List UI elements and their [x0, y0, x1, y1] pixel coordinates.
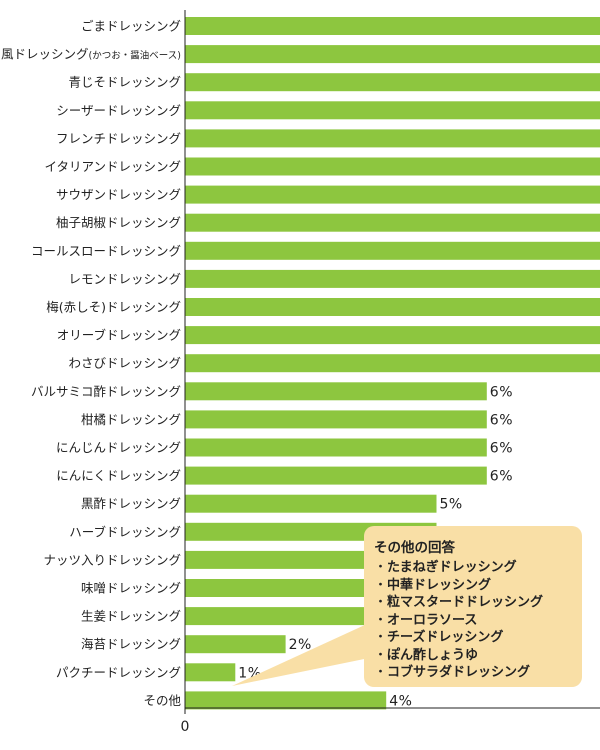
category-label: 海苔ドレッシング	[81, 637, 181, 652]
category-label: その他	[143, 693, 181, 708]
bar	[185, 466, 487, 485]
category-label: コールスロードレッシング	[31, 243, 181, 258]
bar	[185, 213, 600, 232]
bar	[185, 298, 600, 316]
category-label: ナッツ入りドレッシング	[43, 552, 181, 567]
category-label: 生姜ドレッシング	[81, 609, 181, 624]
value-label: 6%	[490, 469, 513, 485]
callout-item: たまねぎドレッシング	[374, 559, 572, 577]
bar	[185, 185, 600, 204]
bar	[185, 579, 387, 597]
other-answers-callout: その他の回答 たまねぎドレッシング 中華ドレッシング 粒マスタードドレッシング …	[364, 526, 582, 687]
callout-item: 中華ドレッシング	[374, 577, 572, 595]
bar	[185, 45, 600, 64]
category-label: レモンドレッシング	[68, 271, 181, 286]
bar	[185, 354, 600, 373]
callout-item: コブサラダドレッシング	[374, 664, 572, 682]
bar	[185, 438, 487, 457]
value-label: 6%	[490, 384, 513, 400]
bar	[185, 326, 600, 345]
bar	[185, 382, 487, 401]
bar	[185, 494, 437, 513]
value-label: 6%	[490, 441, 513, 457]
x-tick-label: 0	[181, 719, 190, 735]
bar	[185, 691, 387, 710]
bar	[185, 607, 387, 626]
bar	[185, 635, 286, 654]
category-label: 柚子胡椒ドレッシング	[56, 215, 181, 230]
bar	[185, 157, 600, 176]
bar	[185, 241, 600, 260]
category-label: シーザードレッシング	[56, 103, 181, 118]
category-label: 柑橘ドレッシング	[81, 412, 181, 427]
callout-title: その他の回答	[374, 540, 455, 556]
category-label: 和風ドレッシング(かつお・醤油ベース)	[0, 47, 181, 62]
category-label: オリーブドレッシング	[57, 328, 181, 343]
category-label: イタリアンドレッシング	[44, 159, 181, 174]
category-label: にんじんドレッシング	[56, 440, 181, 455]
value-label: 2%	[289, 637, 312, 653]
value-label: 5%	[440, 497, 463, 513]
bar	[185, 410, 487, 429]
value-label: 6%	[490, 412, 513, 428]
category-label: フレンチドレッシング	[56, 131, 181, 146]
category-label: パクチードレッシング	[56, 665, 181, 680]
bar	[185, 17, 600, 35]
bar	[185, 101, 600, 120]
category-label: 梅(赤しそ)ドレッシング	[46, 300, 181, 315]
callout-item: 粒マスタードドレッシング	[374, 594, 572, 612]
bar	[185, 663, 236, 682]
category-label: バルサミコ酢ドレッシング	[31, 384, 181, 399]
value-label: 4%	[389, 693, 412, 709]
callout-list: たまねぎドレッシング 中華ドレッシング 粒マスタードドレッシング オーロラソース…	[374, 559, 572, 682]
category-label: ハーブドレッシング	[69, 524, 181, 539]
category-label: わさびドレッシング	[68, 356, 181, 371]
bar	[185, 73, 600, 92]
bar	[185, 269, 600, 288]
category-label: 青じそドレッシング	[68, 75, 181, 90]
category-label: にんにくドレッシング	[56, 468, 181, 483]
category-label: ごまドレッシング	[81, 19, 181, 34]
bar	[185, 129, 600, 148]
callout-item: オーロラソース	[374, 612, 572, 630]
callout-item: チーズドレッシング	[374, 629, 572, 647]
value-label: 1%	[238, 665, 261, 681]
category-label: サウザンドレッシング	[56, 187, 181, 202]
category-label: 味噌ドレッシング	[81, 581, 181, 596]
category-label: 黒酢ドレッシング	[81, 496, 181, 511]
callout-item: ぽん酢しょうゆ	[374, 647, 572, 665]
